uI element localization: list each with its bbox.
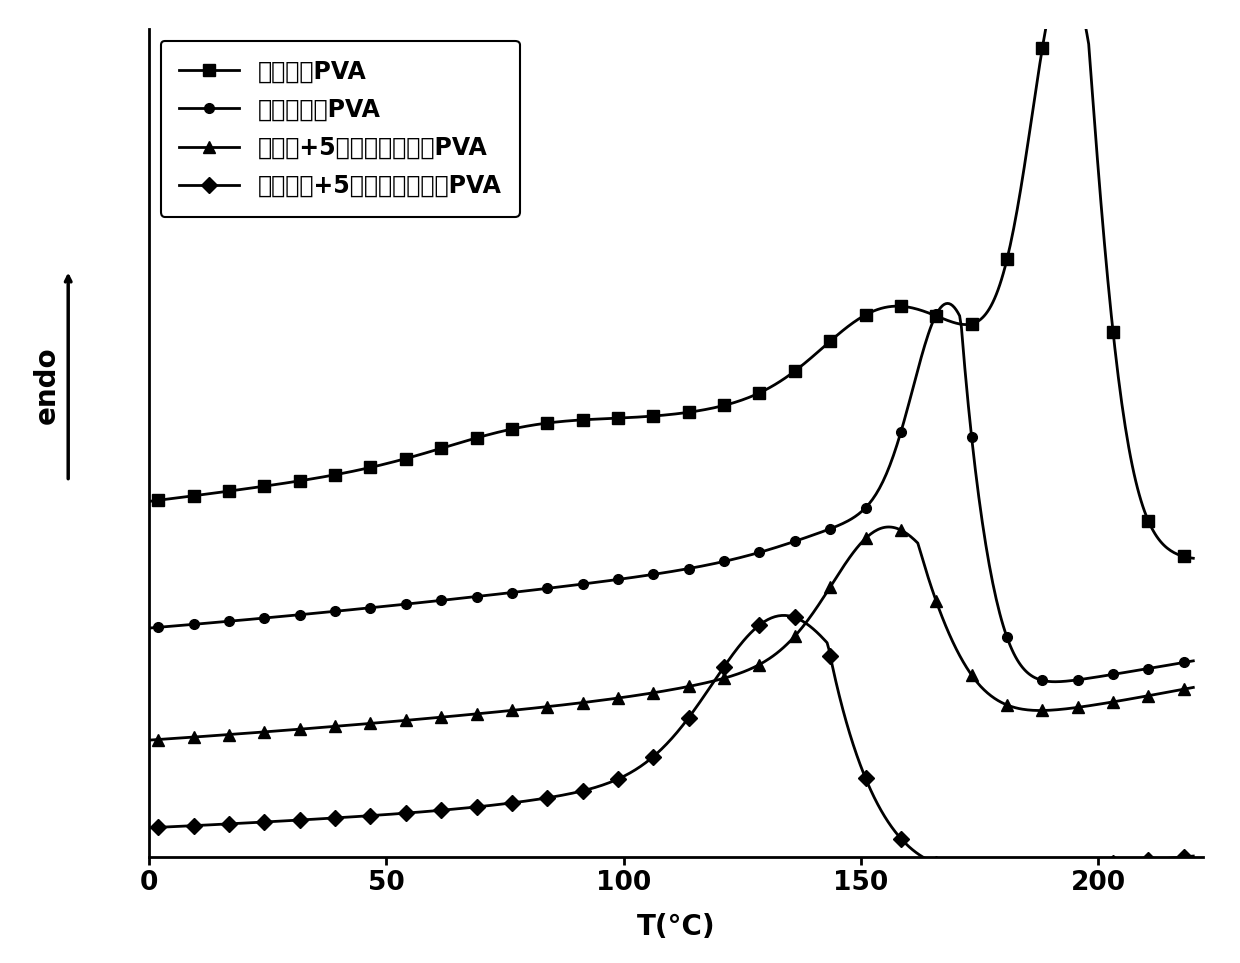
Legend: 热干燥的PVA, 冷冻干燥的PVA, 热干燥+5份小分子改性的PVA, 冷冻干燥+5份小分子改性的PVA: 热干燥的PVA, 冷冻干燥的PVA, 热干燥+5份小分子改性的PVA, 冷冻干燥… — [161, 40, 520, 217]
X-axis label: T(°C): T(°C) — [636, 913, 715, 941]
Text: endo: endo — [33, 347, 61, 424]
